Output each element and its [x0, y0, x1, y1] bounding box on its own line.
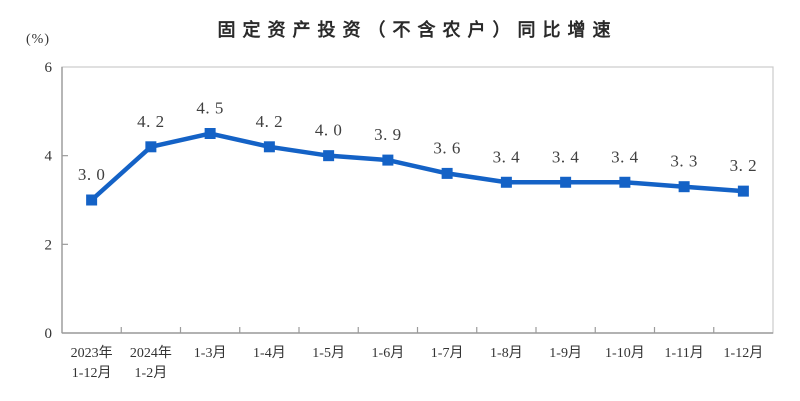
x-tick-label: 1-11月: [665, 345, 704, 361]
y-tick-label: 6: [45, 60, 53, 76]
data-point-marker: [86, 194, 98, 206]
chart-title: 固定资产投资（不含农户）同比增速: [217, 20, 618, 40]
x-tick-label: 1-3月: [194, 345, 227, 361]
y-tick-label: 0: [45, 326, 53, 342]
data-point-marker: [441, 167, 453, 179]
y-axis-unit-label: (%): [26, 32, 50, 47]
y-tick-label: 4: [45, 149, 53, 165]
data-point-label: 3. 4: [493, 147, 521, 166]
data-point-label: 4. 5: [196, 99, 224, 118]
data-point-marker: [204, 128, 216, 139]
data-point-marker: [560, 176, 572, 188]
x-tick-label: 1-12月: [724, 345, 764, 361]
x-tick-label: 1-7月: [431, 345, 464, 361]
x-tick-label: 2023年 1-12月: [71, 345, 113, 381]
data-point-label: 3. 4: [552, 147, 580, 166]
x-tick-label: 1-5月: [312, 345, 345, 361]
data-point-marker: [678, 181, 690, 193]
x-tick-label: 1-10月: [605, 345, 645, 361]
data-point-marker: [737, 185, 749, 197]
x-tick-label: 1-4月: [253, 345, 286, 361]
x-tick-label: 1-8月: [490, 345, 523, 361]
data-point-label: 3. 0: [78, 165, 106, 184]
y-tick-label: 2: [45, 237, 53, 253]
data-point-marker: [619, 176, 631, 188]
data-point-label: 3. 4: [611, 147, 639, 166]
data-point-label: 4. 2: [137, 112, 165, 131]
data-point-label: 3. 2: [730, 156, 758, 175]
x-tick-label: 2024年 1-2月: [130, 345, 172, 381]
data-point-label: 4. 2: [256, 112, 284, 131]
data-point-marker: [145, 141, 157, 153]
data-point-label: 4. 0: [315, 121, 343, 140]
data-point-marker: [263, 141, 275, 153]
data-point-label: 3. 9: [374, 125, 402, 144]
data-point-label: 3. 6: [433, 138, 461, 157]
data-line: [90, 131, 744, 202]
plot-border: [61, 66, 774, 334]
data-point-marker: [382, 154, 394, 166]
x-tick-label: 1-6月: [372, 345, 405, 361]
data-point-marker: [323, 150, 335, 162]
x-tick-label: 1-9月: [549, 345, 582, 361]
data-point-marker: [500, 176, 512, 188]
data-point-label: 3. 3: [670, 152, 698, 171]
